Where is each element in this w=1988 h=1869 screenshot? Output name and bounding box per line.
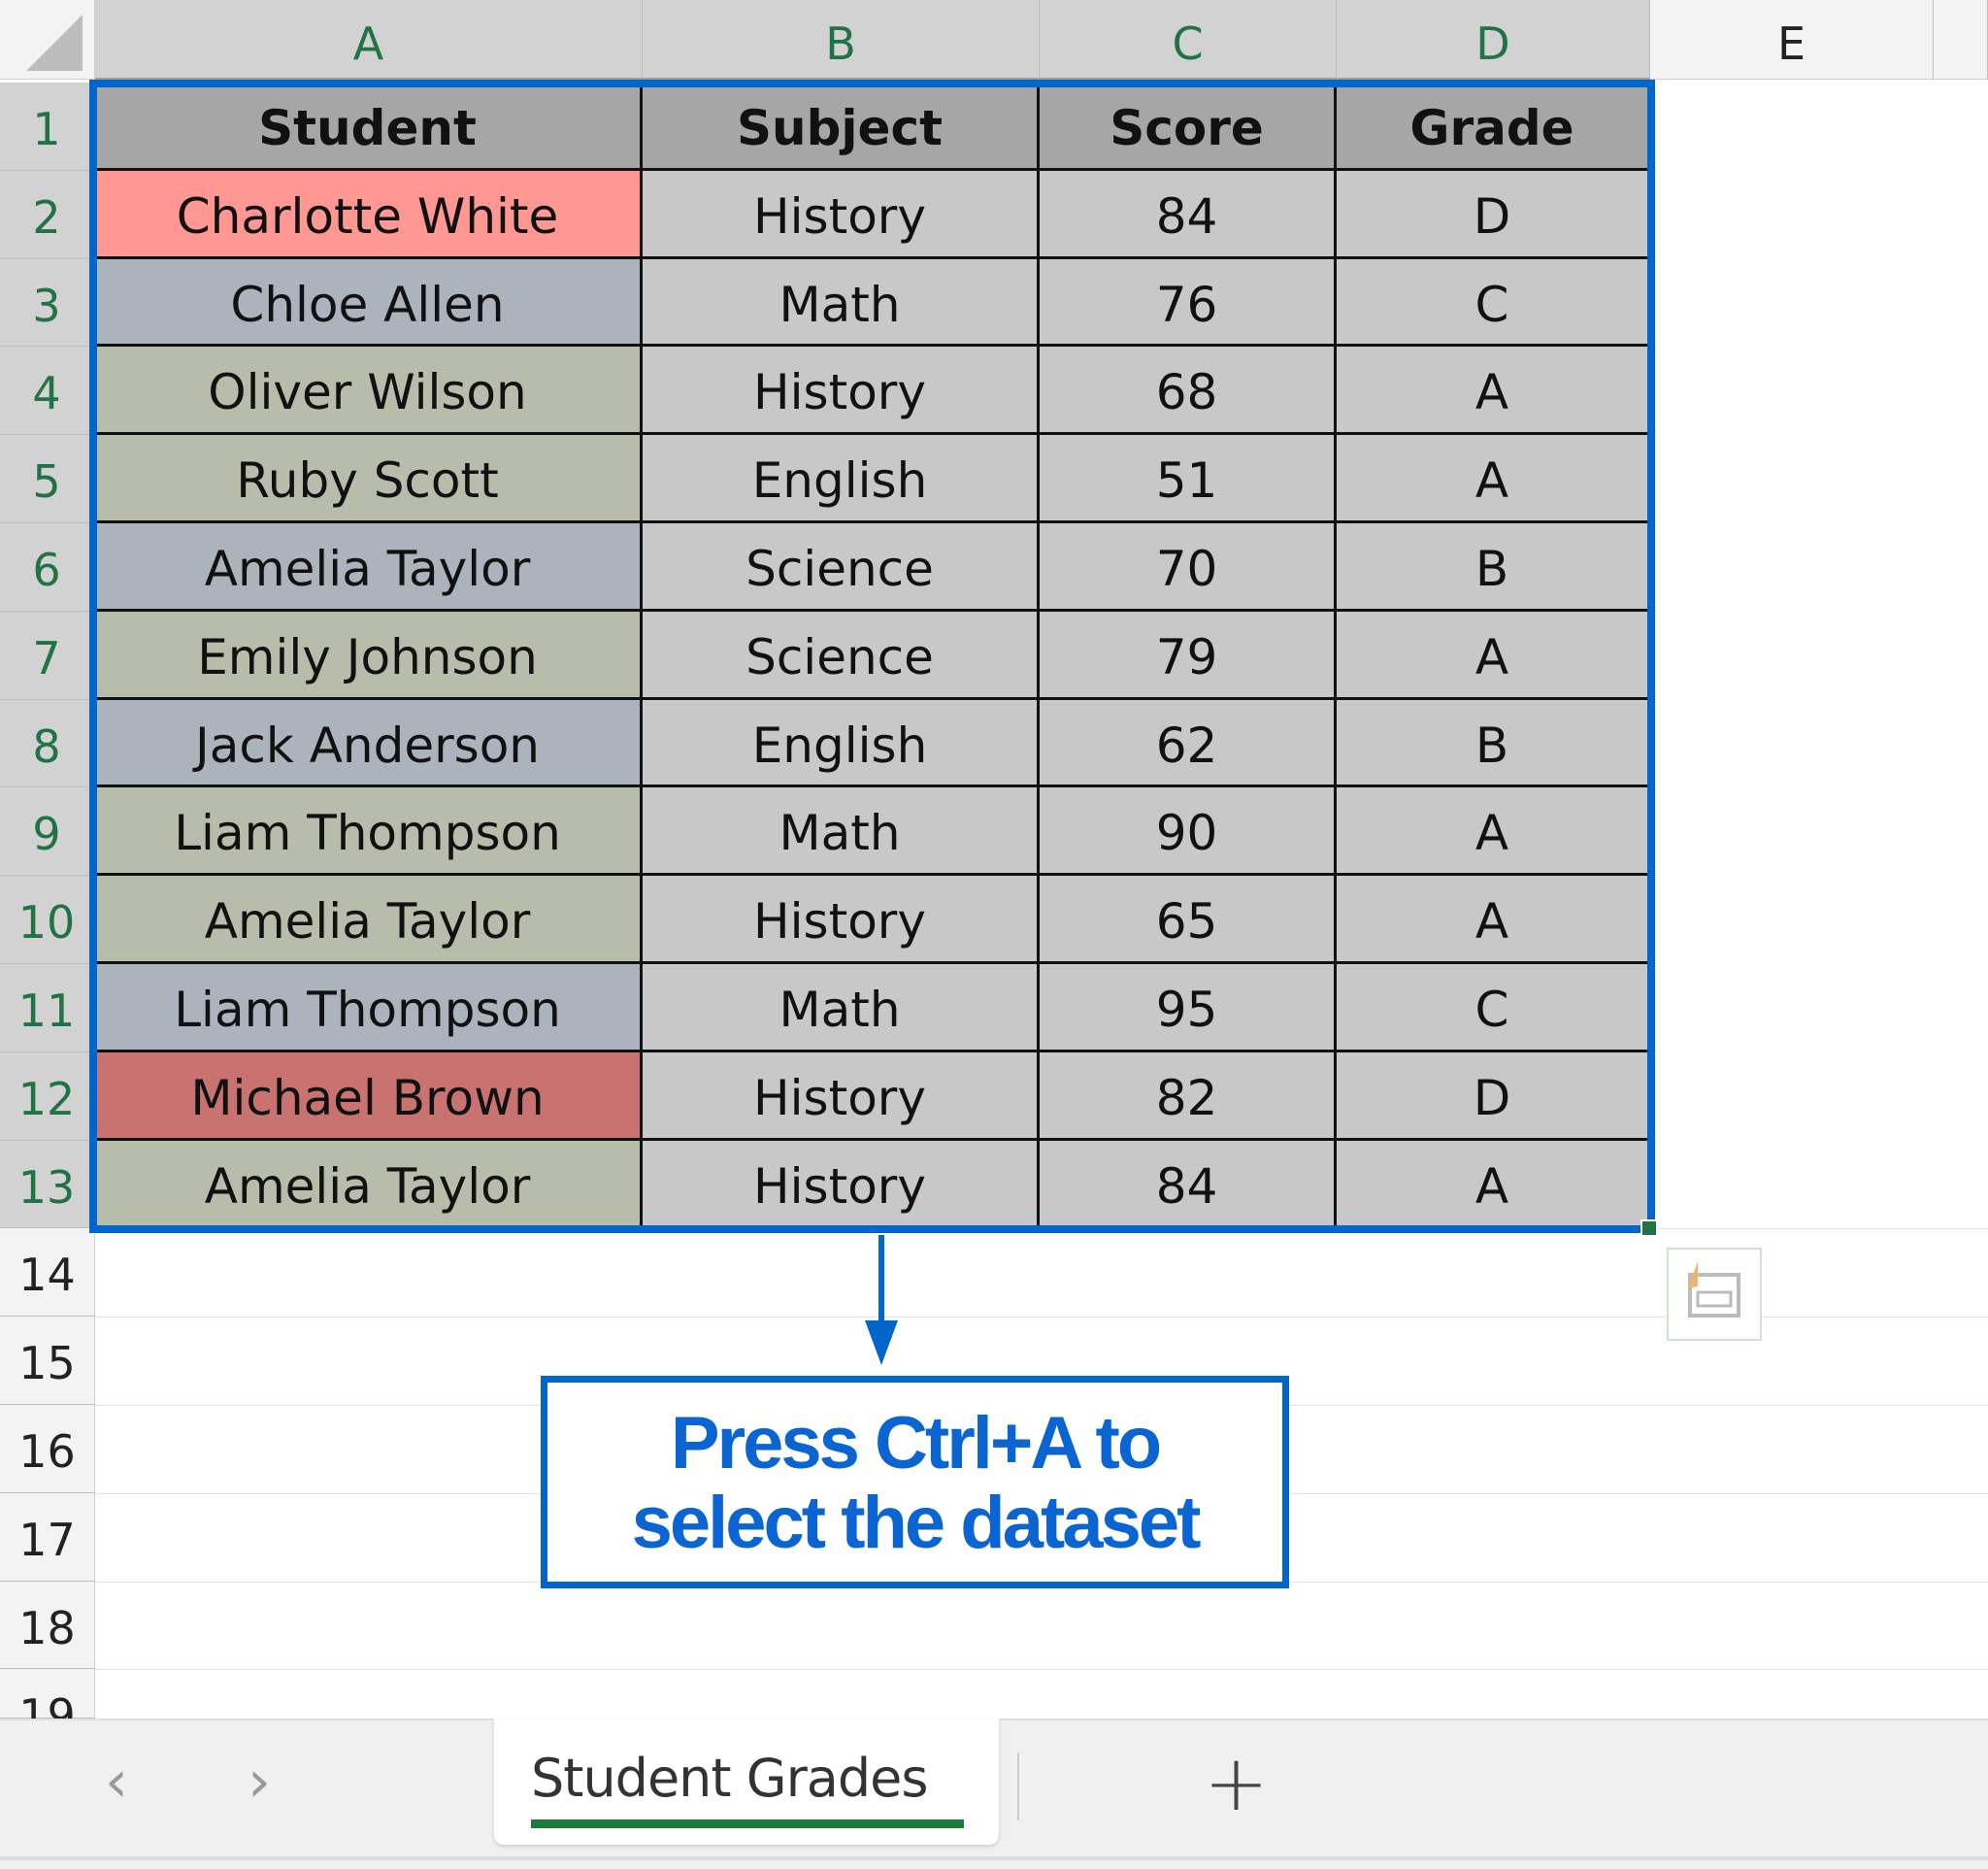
next-sheet-icon[interactable]: › — [248, 1748, 271, 1816]
cell-subject[interactable]: History — [643, 170, 1040, 259]
select-all-triangle-icon — [26, 15, 83, 71]
bottom-border — [0, 1856, 1988, 1860]
cell-student[interactable]: Ruby Scott — [95, 435, 643, 523]
row-header-3[interactable]: 3 — [0, 258, 95, 348]
cell-score[interactable]: 51 — [1040, 435, 1337, 523]
row-header-7[interactable]: 7 — [0, 611, 95, 700]
row-header-8[interactable]: 8 — [0, 699, 95, 788]
callout-line-2: select the dataset — [631, 1482, 1202, 1564]
cell-student[interactable]: Liam Thompson — [95, 964, 643, 1052]
row-header-18[interactable]: 18 — [0, 1581, 95, 1670]
add-sheet-icon[interactable]: + — [1204, 1738, 1270, 1828]
header-cell-student[interactable]: Student — [95, 83, 643, 171]
cell-score[interactable]: 84 — [1040, 170, 1337, 259]
cell-grade[interactable]: A — [1337, 435, 1650, 523]
header-cell-score[interactable]: Score — [1040, 83, 1337, 171]
row-header-10[interactable]: 10 — [0, 876, 95, 964]
cell-score[interactable]: 82 — [1040, 1051, 1337, 1141]
cell-student[interactable]: Amelia Taylor — [95, 876, 643, 964]
column-header-c[interactable]: C — [1040, 0, 1337, 80]
cell-score[interactable]: 95 — [1040, 964, 1337, 1052]
cell-student[interactable]: Amelia Taylor — [95, 523, 643, 612]
cell-student[interactable]: Michael Brown — [95, 1051, 643, 1141]
cell-grade[interactable]: B — [1337, 699, 1650, 788]
cell-subject[interactable]: English — [643, 435, 1040, 523]
sheet-tab-label: Student Grades — [531, 1748, 929, 1809]
column-header-a[interactable]: A — [95, 0, 643, 80]
fill-handle[interactable] — [1640, 1219, 1658, 1237]
callout-box: Press Ctrl+A to select the dataset — [541, 1376, 1289, 1588]
cell-grade[interactable]: D — [1337, 170, 1650, 259]
cell-student[interactable]: Jack Anderson — [95, 699, 643, 788]
row-header-11[interactable]: 11 — [0, 964, 95, 1052]
cell-score[interactable]: 68 — [1040, 347, 1337, 436]
row-header-2[interactable]: 2 — [0, 170, 95, 259]
arrow-down-icon — [865, 1320, 898, 1365]
arrow-line — [878, 1235, 884, 1337]
cell-subject[interactable]: History — [643, 1140, 1040, 1229]
cell-score[interactable]: 70 — [1040, 523, 1337, 612]
cell-subject[interactable]: Science — [643, 523, 1040, 612]
row-header-6[interactable]: 6 — [0, 523, 95, 612]
cell-subject[interactable]: History — [643, 1051, 1040, 1141]
row-header-9[interactable]: 9 — [0, 787, 95, 877]
active-tab-underline — [531, 1819, 964, 1828]
cell-subject[interactable]: Math — [643, 964, 1040, 1052]
quick-analysis-icon — [1688, 1261, 1740, 1318]
column-header-b[interactable]: B — [643, 0, 1040, 80]
cell-student[interactable]: Charlotte White — [95, 170, 643, 259]
row-header-13[interactable]: 13 — [0, 1140, 95, 1229]
row-header-17[interactable]: 17 — [0, 1492, 95, 1582]
quick-analysis-button[interactable] — [1667, 1248, 1762, 1341]
row-header-1[interactable]: 1 — [0, 83, 95, 171]
cell-grade[interactable]: C — [1337, 258, 1650, 348]
callout-line-1: Press Ctrl+A to — [670, 1402, 1162, 1485]
cell-score[interactable]: 79 — [1040, 611, 1337, 700]
row-header-4[interactable]: 4 — [0, 347, 95, 436]
row-header-5[interactable]: 5 — [0, 435, 95, 523]
cell-student[interactable]: Oliver Wilson — [95, 347, 643, 436]
gridline — [95, 1669, 1988, 1671]
gridline — [95, 1228, 1988, 1230]
select-all-button[interactable] — [0, 0, 95, 80]
cell-student[interactable]: Liam Thompson — [95, 787, 643, 877]
header-cell-grade[interactable]: Grade — [1337, 83, 1650, 171]
column-header-d[interactable]: D — [1337, 0, 1650, 80]
cell-student[interactable]: Emily Johnson — [95, 611, 643, 700]
prev-sheet-icon[interactable]: ‹ — [105, 1748, 128, 1816]
cell-score[interactable]: 84 — [1040, 1140, 1337, 1229]
cell-subject[interactable]: Science — [643, 611, 1040, 700]
cell-score[interactable]: 90 — [1040, 787, 1337, 877]
cell-score[interactable]: 65 — [1040, 876, 1337, 964]
row-header-19[interactable]: 19 — [0, 1669, 95, 1742]
cell-student[interactable]: Amelia Taylor — [95, 1140, 643, 1229]
header-cell-subject[interactable]: Subject — [643, 83, 1040, 171]
cell-grade[interactable]: D — [1337, 1051, 1650, 1141]
cell-grade[interactable]: C — [1337, 964, 1650, 1052]
gridline — [95, 1317, 1988, 1318]
sheet-tab-student-grades[interactable]: Student Grades — [494, 1719, 999, 1845]
row-header-14[interactable]: 14 — [0, 1228, 95, 1318]
tab-divider — [1017, 1752, 1019, 1820]
cell-grade[interactable]: A — [1337, 611, 1650, 700]
cell-student[interactable]: Chloe Allen — [95, 258, 643, 348]
column-header-filler — [1934, 0, 1988, 80]
cell-subject[interactable]: English — [643, 699, 1040, 788]
cell-grade[interactable]: B — [1337, 523, 1650, 612]
cell-subject[interactable]: History — [643, 876, 1040, 964]
cell-grade[interactable]: A — [1337, 787, 1650, 877]
cell-grade[interactable]: A — [1337, 347, 1650, 436]
cell-grade[interactable]: A — [1337, 1140, 1650, 1229]
row-header-15[interactable]: 15 — [0, 1317, 95, 1405]
cell-subject[interactable]: Math — [643, 787, 1040, 877]
column-header-e[interactable]: E — [1650, 0, 1934, 80]
cell-score[interactable]: 62 — [1040, 699, 1337, 788]
row-header-16[interactable]: 16 — [0, 1405, 95, 1493]
cell-subject[interactable]: History — [643, 347, 1040, 436]
cell-score[interactable]: 76 — [1040, 258, 1337, 348]
cell-grade[interactable]: A — [1337, 876, 1650, 964]
cell-subject[interactable]: Math — [643, 258, 1040, 348]
row-header-12[interactable]: 12 — [0, 1051, 95, 1141]
